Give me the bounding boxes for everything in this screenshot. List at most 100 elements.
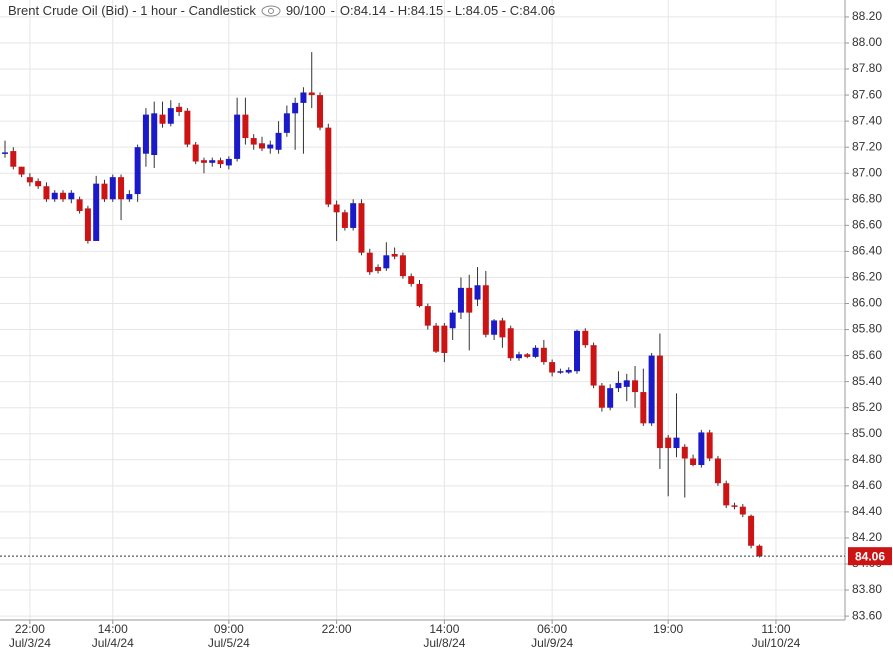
y-tick-label: 84.60 bbox=[852, 478, 882, 492]
x-date-label: Jul/10/24 bbox=[752, 636, 801, 650]
candle-body bbox=[209, 160, 216, 163]
candle-body bbox=[234, 114, 241, 159]
candle-body bbox=[739, 506, 746, 515]
candle-body bbox=[109, 177, 116, 200]
x-tick-label: 14:00 bbox=[429, 622, 459, 636]
candle-body bbox=[714, 458, 721, 484]
candle-body bbox=[491, 320, 498, 335]
candle-body bbox=[250, 138, 257, 145]
candle-body bbox=[408, 276, 415, 284]
candle-body bbox=[590, 345, 597, 386]
candle-body bbox=[474, 285, 481, 300]
candle-body bbox=[358, 203, 365, 253]
y-tick-label: 87.40 bbox=[852, 113, 882, 127]
candle-body bbox=[217, 160, 224, 165]
y-tick-label: 85.20 bbox=[852, 400, 882, 414]
candle-body bbox=[225, 158, 232, 166]
y-tick-label: 86.00 bbox=[852, 296, 882, 310]
candle-body bbox=[93, 183, 100, 241]
candle-body bbox=[690, 458, 697, 465]
candle-body bbox=[308, 92, 315, 96]
candle-body bbox=[706, 432, 713, 459]
candle-body bbox=[640, 392, 647, 424]
y-tick-label: 84.40 bbox=[852, 504, 882, 518]
candle-body bbox=[756, 545, 763, 557]
eye-icon[interactable] bbox=[261, 5, 281, 17]
candle-body bbox=[399, 255, 406, 277]
candle-body bbox=[383, 255, 390, 269]
ohlc-summary: O:84.14 - H:84.15 - L:84.05 - C:84.06 bbox=[339, 3, 556, 18]
y-tick-label: 88.00 bbox=[852, 35, 882, 49]
candle-body bbox=[515, 354, 522, 359]
x-tick-label: 11:00 bbox=[761, 622, 790, 636]
candle-body bbox=[441, 325, 448, 353]
candle-body bbox=[582, 330, 589, 346]
candle-body bbox=[466, 287, 473, 313]
y-tick-label: 87.00 bbox=[852, 165, 882, 179]
candle-body bbox=[142, 114, 149, 154]
candle-body bbox=[159, 114, 166, 124]
candle-body bbox=[433, 325, 440, 352]
x-date-label: Jul/5/24 bbox=[208, 636, 250, 650]
candle-body bbox=[101, 183, 108, 200]
y-tick-label: 83.60 bbox=[852, 608, 882, 622]
y-tick-label: 87.20 bbox=[852, 139, 882, 153]
candle-body bbox=[648, 355, 655, 424]
candle-body bbox=[748, 515, 755, 546]
candle-body bbox=[457, 287, 464, 313]
candle-body bbox=[76, 199, 83, 212]
candle-body bbox=[673, 437, 680, 449]
candle-body bbox=[167, 108, 174, 124]
candle-body bbox=[549, 362, 556, 373]
candle-body bbox=[176, 106, 183, 113]
candle-body bbox=[375, 267, 382, 271]
candle-body bbox=[482, 285, 489, 335]
y-tick-label: 85.40 bbox=[852, 374, 882, 388]
x-date-label: Jul/4/24 bbox=[92, 636, 134, 650]
zoom-level: 90/100 bbox=[285, 3, 326, 18]
candle-body bbox=[656, 355, 663, 449]
chart-title: Brent Crude Oil (Bid) - 1 hour - Candles… bbox=[8, 3, 256, 18]
candle-body bbox=[242, 114, 249, 139]
candle-body bbox=[184, 110, 191, 145]
y-tick-label: 87.60 bbox=[852, 87, 882, 101]
candle-body bbox=[341, 212, 348, 228]
candle-body bbox=[2, 152, 8, 154]
y-tick-label: 83.80 bbox=[852, 582, 882, 596]
y-tick-label: 85.80 bbox=[852, 322, 882, 336]
x-tick-label: 19:00 bbox=[653, 622, 683, 636]
x-tick-label: 22:00 bbox=[15, 622, 45, 636]
x-tick-label: 06:00 bbox=[537, 622, 567, 636]
candle-body bbox=[118, 177, 125, 200]
candle-body bbox=[192, 144, 199, 162]
y-tick-label: 87.80 bbox=[852, 61, 882, 75]
candle-body bbox=[325, 127, 332, 205]
candle-body bbox=[292, 102, 299, 114]
candle-body bbox=[151, 113, 158, 155]
y-tick-label: 85.60 bbox=[852, 348, 882, 362]
y-tick-label: 85.00 bbox=[852, 426, 882, 440]
candle-body bbox=[200, 160, 207, 163]
candle-body bbox=[350, 203, 357, 228]
candle-body bbox=[10, 151, 17, 167]
last-price-label: 84.06 bbox=[855, 549, 885, 563]
candle-body bbox=[283, 113, 290, 133]
x-tick-label: 22:00 bbox=[322, 622, 352, 636]
candle-body bbox=[632, 380, 639, 393]
y-tick-label: 84.20 bbox=[852, 530, 882, 544]
candle-body bbox=[557, 371, 564, 373]
candle-body bbox=[424, 306, 431, 326]
x-date-label: Jul/8/24 bbox=[423, 636, 465, 650]
candle-body bbox=[607, 388, 614, 408]
candle-body bbox=[598, 385, 605, 408]
candle-body bbox=[449, 312, 456, 329]
candle-body bbox=[665, 437, 672, 449]
candle-body bbox=[68, 192, 75, 200]
chart-header: Brent Crude Oil (Bid) - 1 hour - Candles… bbox=[8, 3, 555, 18]
x-date-label: Jul/9/24 bbox=[531, 636, 573, 650]
candle-body bbox=[267, 144, 274, 149]
candle-body bbox=[60, 192, 67, 200]
x-tick-label: 09:00 bbox=[214, 622, 244, 636]
